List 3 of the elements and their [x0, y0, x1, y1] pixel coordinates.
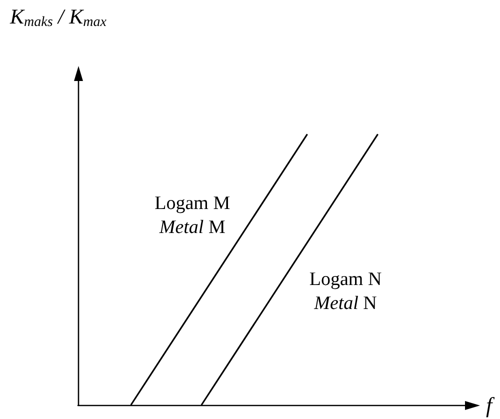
series-label: Logam M Metal M — [154, 192, 230, 238]
series-label: Logam N Metal N — [309, 268, 382, 314]
x-axis-title: f — [486, 392, 495, 418]
